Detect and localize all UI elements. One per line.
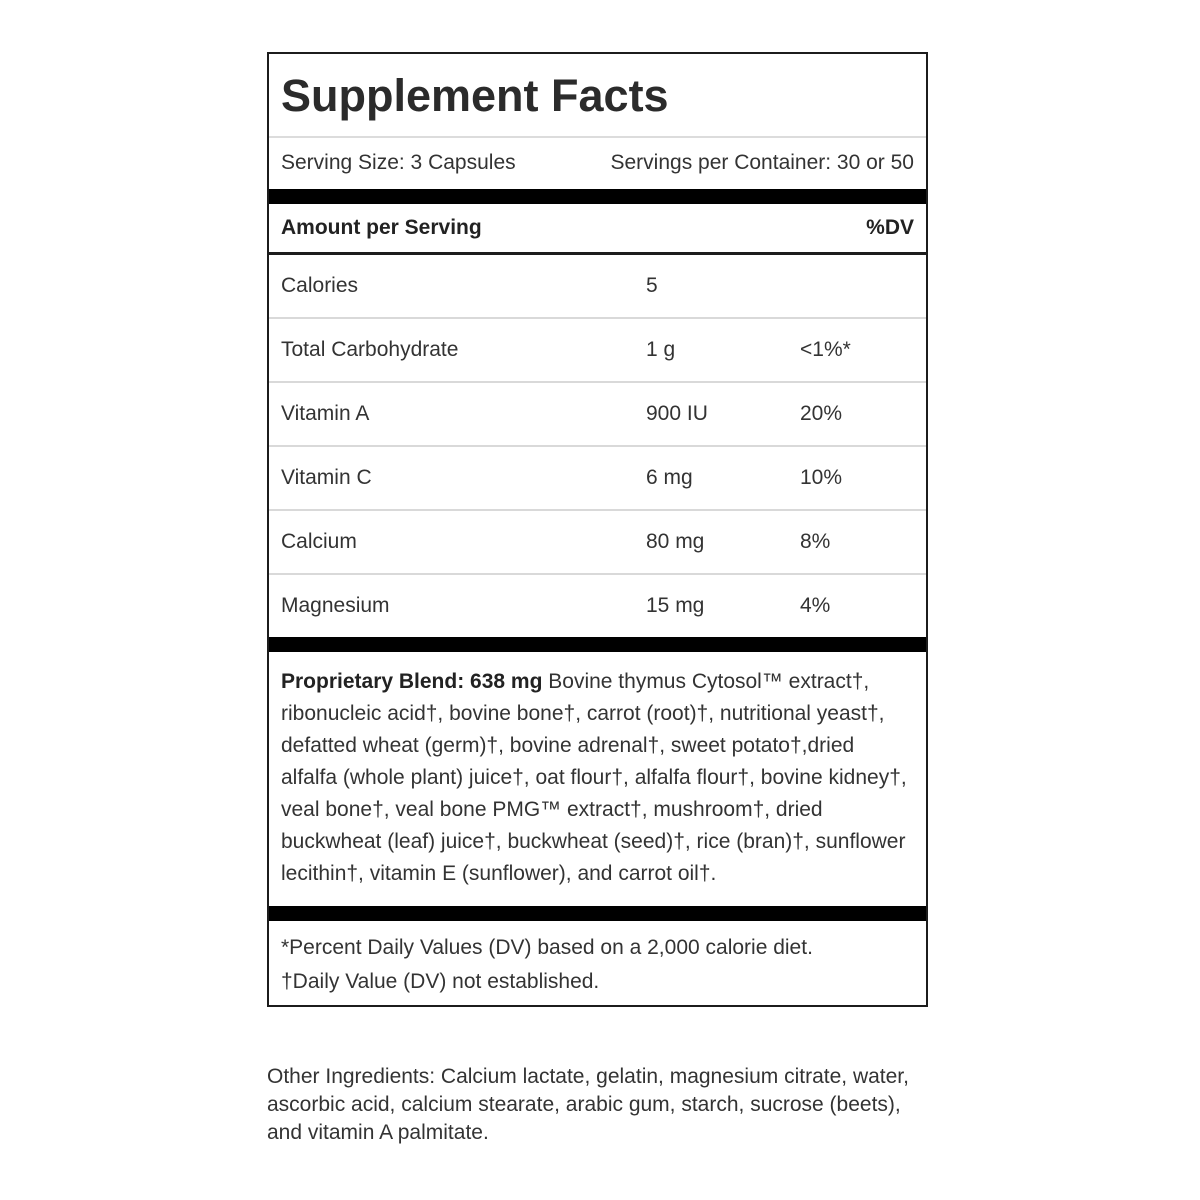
footnote-dagger: †Daily Value (DV) not established. bbox=[281, 969, 600, 993]
nutrient-amount: 1 g bbox=[646, 337, 676, 361]
nutrient-table: Calories 5 Total Carbohydrate 1 g <1%* V… bbox=[269, 255, 926, 637]
table-header: Amount per Serving %DV bbox=[269, 204, 926, 255]
serving-size: Serving Size: 3 Capsules bbox=[281, 151, 516, 174]
nutrient-name: Calcium bbox=[281, 529, 357, 553]
footnotes: *Percent Daily Values (DV) based on a 2,… bbox=[269, 921, 926, 1005]
proprietary-blend-ingredients: Bovine thymus Cytosol™ extract†, ribonuc… bbox=[281, 669, 907, 885]
nutrient-dv: 20% bbox=[800, 401, 843, 425]
thick-divider bbox=[269, 905, 926, 921]
table-row: Total Carbohydrate 1 g <1%* bbox=[269, 316, 926, 381]
amount-per-serving-header: Amount per Serving bbox=[281, 215, 482, 239]
footnote-percent-dv: *Percent Daily Values (DV) based on a 2,… bbox=[281, 935, 813, 959]
thick-divider bbox=[269, 188, 926, 204]
supplement-facts-panel: Supplement Facts Serving Size: 3 Capsule… bbox=[267, 52, 928, 1007]
nutrient-amount: 15 mg bbox=[646, 593, 705, 617]
thick-divider bbox=[269, 636, 926, 652]
table-row: Vitamin C 6 mg 10% bbox=[269, 444, 926, 509]
serving-row: Serving Size: 3 Capsules Servings per Co… bbox=[269, 138, 926, 189]
table-row: Calories 5 bbox=[269, 255, 926, 317]
servings-per-container: Servings per Container: 30 or 50 bbox=[610, 151, 914, 174]
nutrient-dv: 10% bbox=[800, 465, 843, 489]
percent-dv-header: %DV bbox=[866, 215, 914, 239]
panel-title: Supplement Facts bbox=[269, 54, 926, 138]
nutrient-dv: 8% bbox=[800, 529, 831, 553]
nutrient-amount: 80 mg bbox=[646, 529, 705, 553]
proprietary-blend: Proprietary Blend: 638 mg Bovine thymus … bbox=[269, 652, 926, 906]
nutrient-name: Vitamin C bbox=[281, 465, 372, 489]
nutrient-name: Magnesium bbox=[281, 593, 390, 617]
nutrient-name: Total Carbohydrate bbox=[281, 337, 459, 361]
nutrient-dv: 4% bbox=[800, 593, 831, 617]
nutrient-amount: 6 mg bbox=[646, 465, 693, 489]
proprietary-blend-heading: Proprietary Blend: 638 mg bbox=[281, 669, 543, 693]
other-ingredients: Other Ingredients: Calcium lactate, gela… bbox=[267, 1065, 909, 1144]
nutrient-amount: 900 IU bbox=[646, 401, 708, 425]
table-row: Vitamin A 900 IU 20% bbox=[269, 380, 926, 445]
table-row: Magnesium 15 mg 4% bbox=[269, 572, 926, 637]
nutrient-name: Vitamin A bbox=[281, 401, 370, 425]
nutrient-amount: 5 bbox=[646, 273, 658, 297]
table-row: Calcium 80 mg 8% bbox=[269, 508, 926, 573]
nutrient-dv: <1%* bbox=[800, 337, 851, 361]
nutrient-name: Calories bbox=[281, 273, 359, 297]
